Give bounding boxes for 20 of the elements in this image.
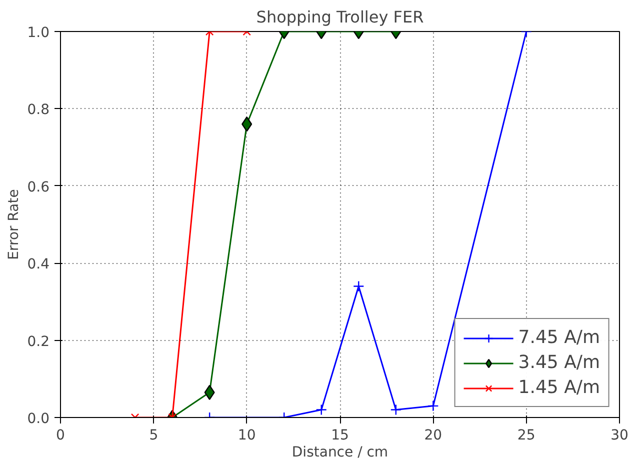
x-tick-label: 0 xyxy=(56,428,65,444)
y-tick-label: 0.2 xyxy=(27,334,50,350)
legend-label: 1.45 A/m xyxy=(518,377,600,398)
y-tick-label: 0.6 xyxy=(27,179,50,196)
y-axis-title: Error Rate xyxy=(6,189,22,260)
x-tick-label: 10 xyxy=(238,428,256,444)
x-axis-title: Distance / cm xyxy=(292,444,388,460)
x-tick-label: 30 xyxy=(610,428,628,444)
y-tick-label: 0.0 xyxy=(27,411,50,427)
point xyxy=(353,280,364,292)
legend-label: 7.45 A/m xyxy=(518,327,600,348)
legend-label: 3.45 A/m xyxy=(518,352,600,373)
y-tick-label: 1.0 xyxy=(27,25,50,41)
x-tick-label: 15 xyxy=(331,428,349,444)
x-tick-label: 25 xyxy=(517,428,536,444)
x-tick-label: 20 xyxy=(424,428,442,444)
chart-title: Shopping Trolley FER xyxy=(256,8,424,26)
y-tick-label: 0.8 xyxy=(27,102,50,118)
y-tick-label: 0.4 xyxy=(27,256,50,273)
x-tick-label: 5 xyxy=(149,428,158,444)
